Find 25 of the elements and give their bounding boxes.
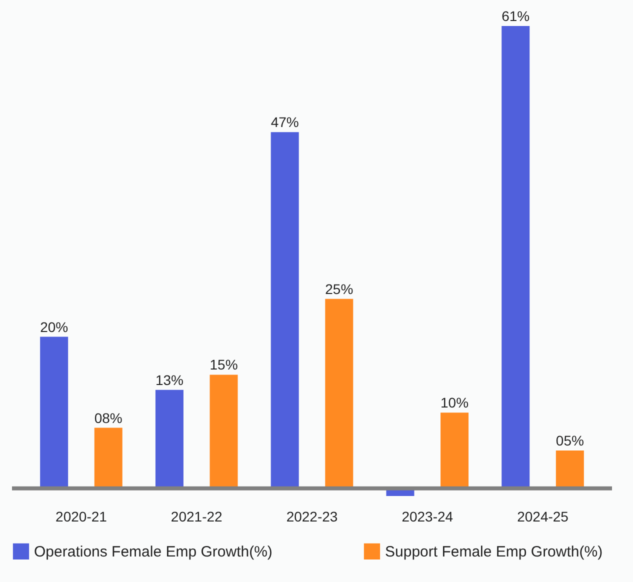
data-label: 08% (94, 410, 122, 426)
bar (40, 336, 68, 488)
data-label: 05% (556, 432, 584, 449)
x-tick-label: 2021-22 (170, 508, 223, 524)
data-label: 47% (270, 114, 299, 130)
bar (270, 132, 299, 488)
data-label: 10% (440, 394, 469, 411)
x-tick-label: 2023-24 (402, 508, 454, 524)
x-tick-label: 2022-23 (286, 508, 338, 524)
bar (556, 450, 584, 488)
bar (440, 412, 469, 488)
bar (155, 390, 184, 488)
data-label: 20% (40, 318, 68, 335)
bar (325, 298, 354, 488)
x-tick-label: 2020-21 (56, 508, 108, 524)
data-label: 61% (502, 8, 530, 24)
data-label: 15% (210, 356, 238, 373)
bar (94, 428, 122, 488)
data-label: 13% (155, 372, 184, 388)
bar (210, 374, 238, 488)
bar (502, 26, 530, 488)
legend-label: Support Female Emp Growth(%) (385, 543, 603, 560)
data-label: 25% (325, 280, 354, 297)
legend-label: Operations Female Emp Growth(%) (34, 543, 272, 560)
x-tick-label: 2024-25 (517, 508, 569, 524)
